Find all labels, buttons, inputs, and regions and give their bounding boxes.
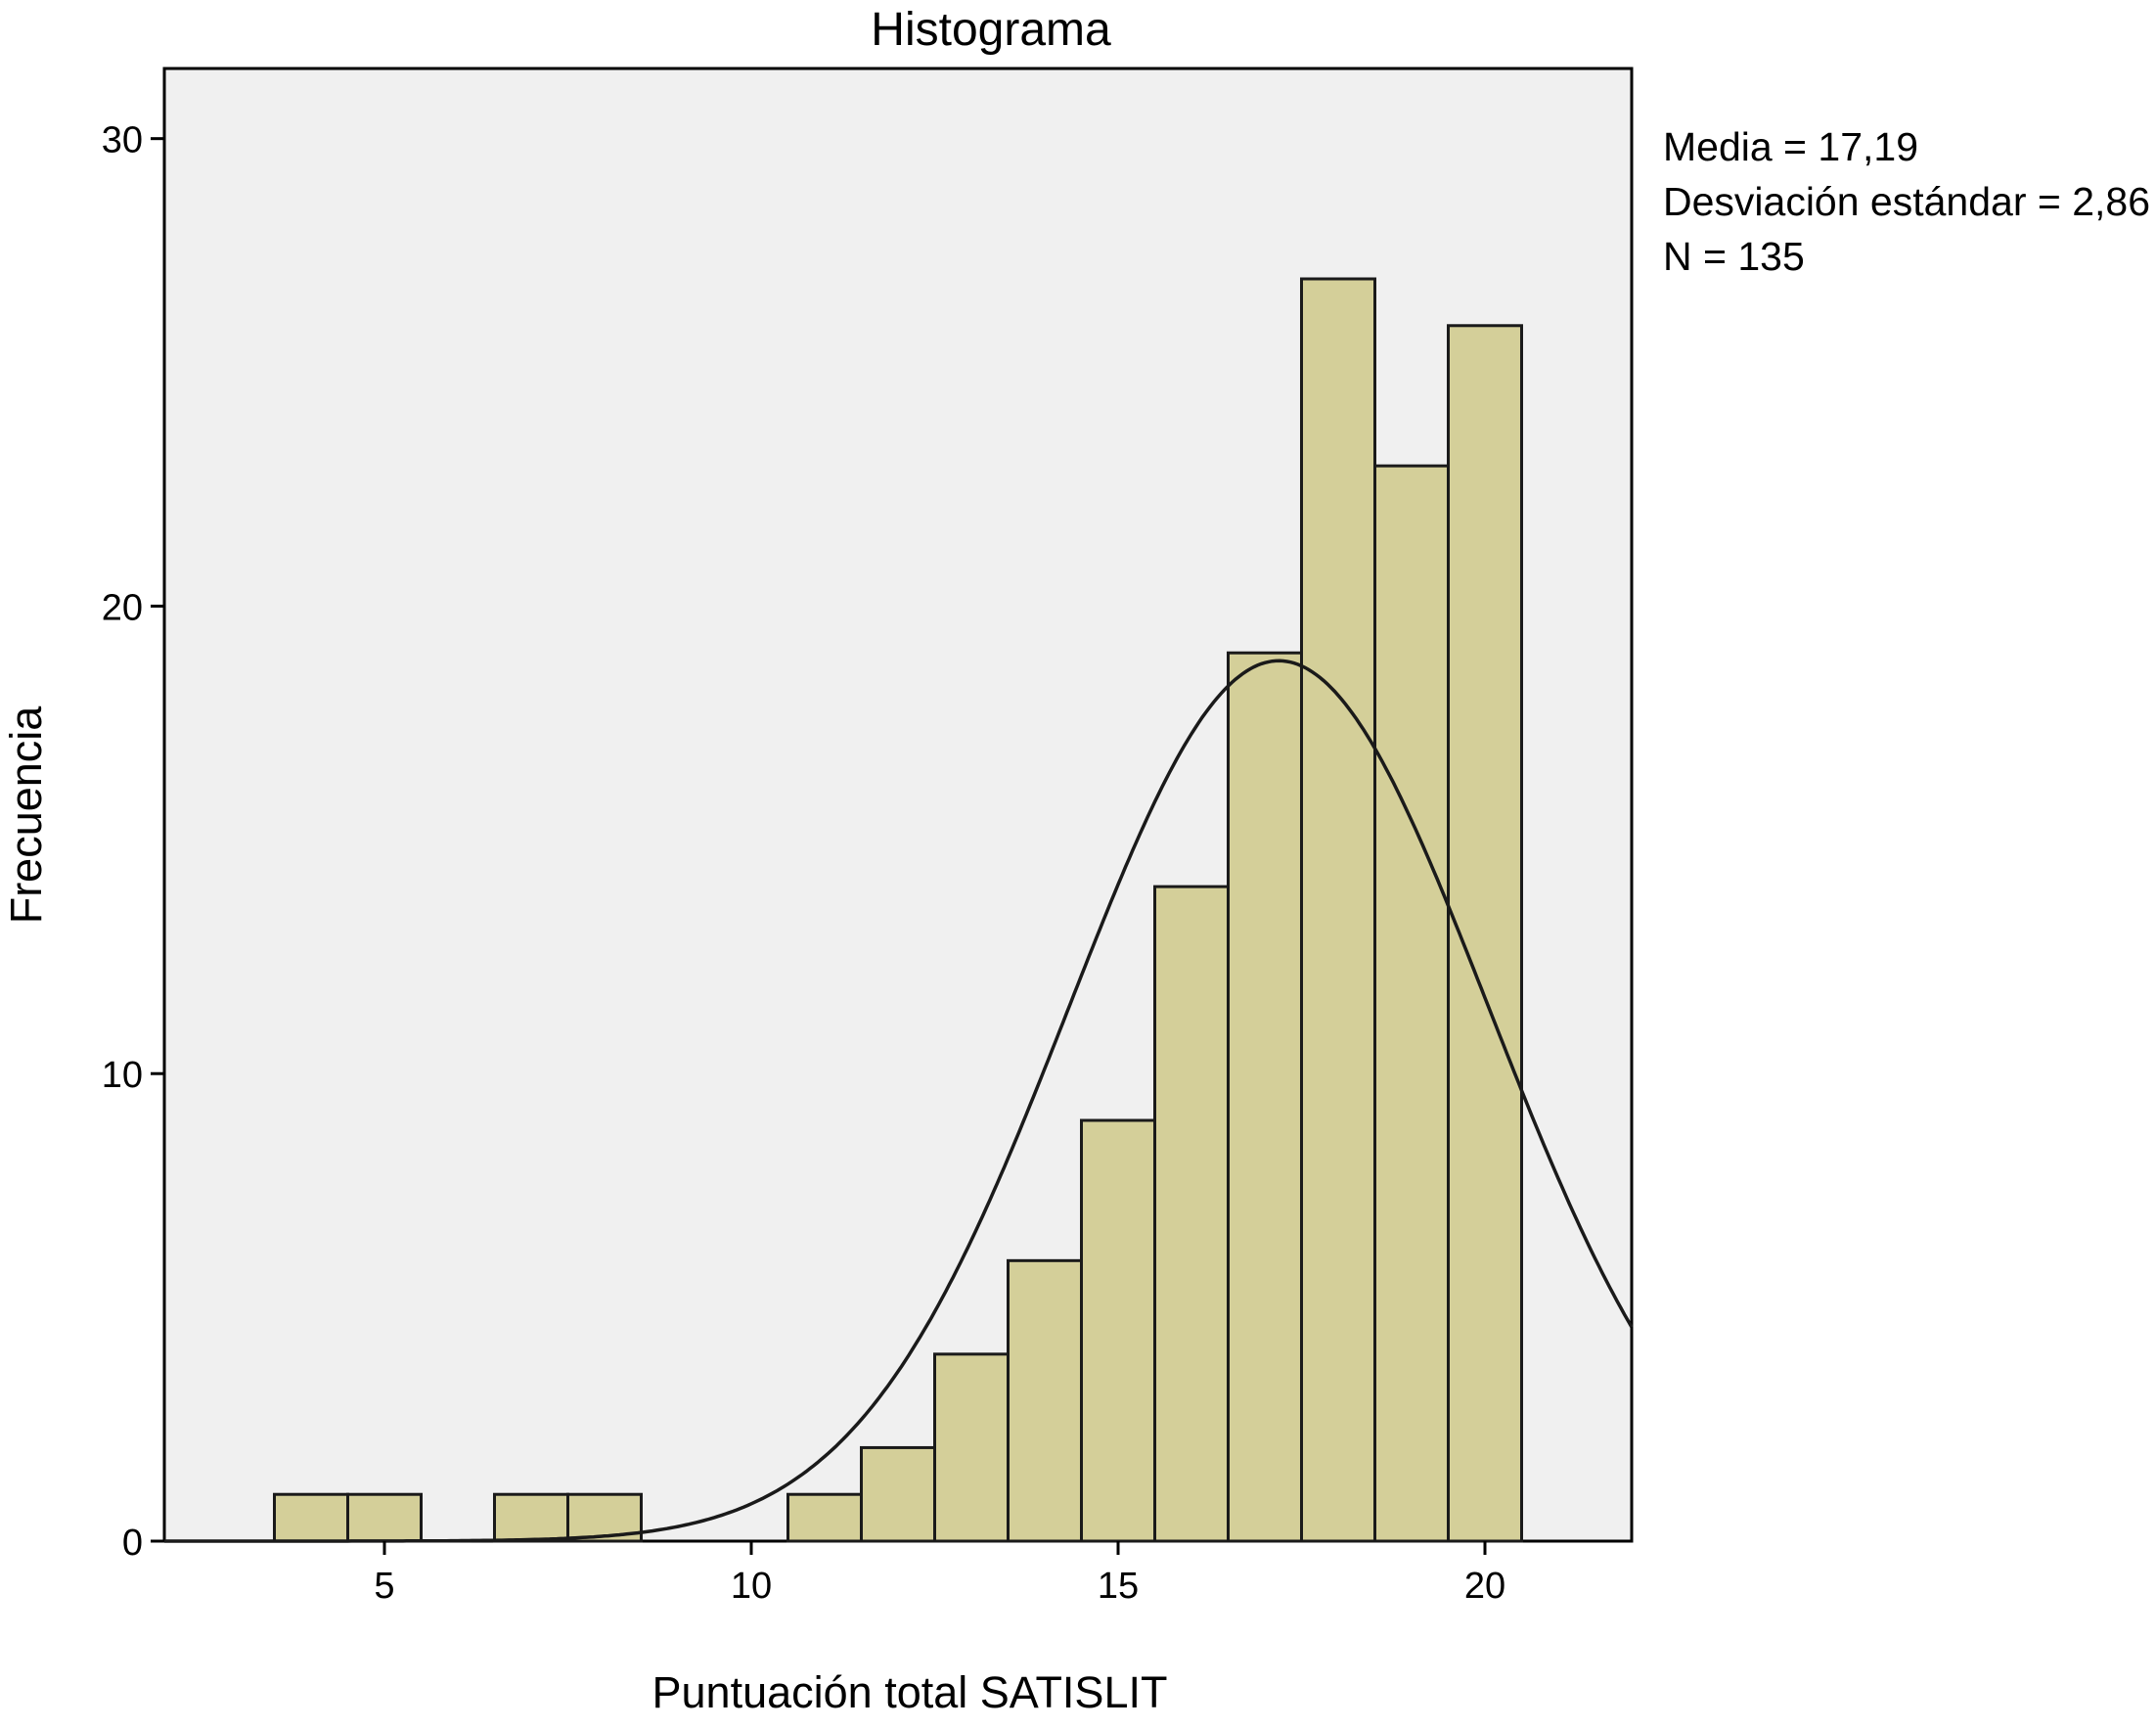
histogram-bar xyxy=(933,1352,1010,1543)
histogram-bar xyxy=(1227,651,1303,1543)
histogram-bar xyxy=(1007,1258,1083,1543)
y-tick-label: 30 xyxy=(102,120,143,161)
chart-title: Histograma xyxy=(871,4,1111,56)
histogram-bar xyxy=(273,1492,349,1543)
histogram-bar xyxy=(1373,464,1450,1543)
statistics-box: Media = 17,19 Desviación estándar = 2,86… xyxy=(1663,119,2150,284)
histogram-bar xyxy=(1153,885,1230,1543)
x-tick-label: 20 xyxy=(1464,1566,1505,1607)
y-tick-label: 0 xyxy=(122,1523,143,1564)
x-tick-label: 15 xyxy=(1098,1566,1139,1607)
sd-label: Desviación estándar = 2,86 xyxy=(1663,179,2151,224)
x-axis-label: Puntuación total SATISLIT xyxy=(652,1667,1168,1717)
y-axis-label: Frecuencia xyxy=(1,705,51,925)
n-label: N = 135 xyxy=(1663,234,1805,279)
normal-curve xyxy=(164,659,1634,1543)
histogram-bar xyxy=(786,1492,863,1543)
axes-group: 0 10 20 30 5 10 15 20 xyxy=(102,120,1505,1607)
mean-label: Media = 17,19 xyxy=(1663,124,1918,169)
histogram-bar xyxy=(1300,277,1376,1543)
x-tick-label: 5 xyxy=(374,1566,394,1607)
y-tick-label: 10 xyxy=(102,1055,143,1096)
histogram-bar xyxy=(346,1492,423,1543)
histogram-bar xyxy=(860,1445,936,1543)
histogram-bar xyxy=(493,1492,569,1543)
histogram-bar xyxy=(1080,1118,1156,1543)
y-tick-label: 20 xyxy=(102,587,143,628)
x-tick-label: 10 xyxy=(731,1566,772,1607)
